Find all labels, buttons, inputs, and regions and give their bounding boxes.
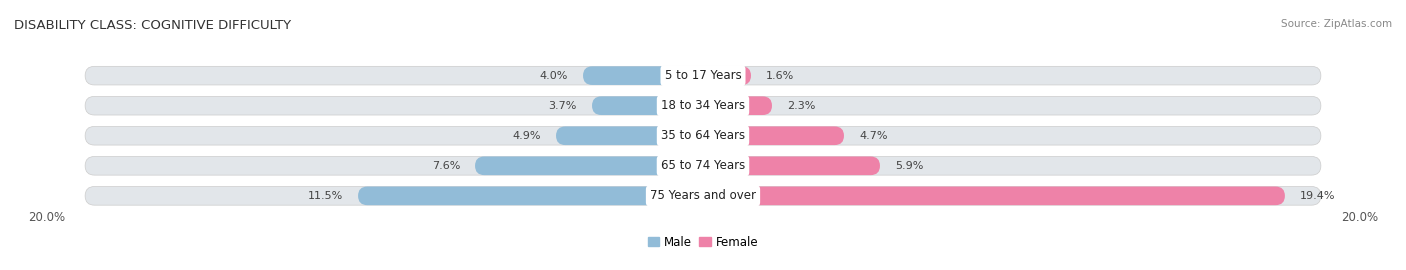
Text: 65 to 74 Years: 65 to 74 Years (661, 159, 745, 172)
Text: 2.3%: 2.3% (787, 101, 815, 111)
Text: 3.7%: 3.7% (548, 101, 576, 111)
Text: 7.6%: 7.6% (432, 161, 460, 171)
Text: DISABILITY CLASS: COGNITIVE DIFFICULTY: DISABILITY CLASS: COGNITIVE DIFFICULTY (14, 19, 291, 32)
FancyBboxPatch shape (703, 66, 751, 85)
FancyBboxPatch shape (86, 96, 1320, 115)
Text: 20.0%: 20.0% (28, 211, 65, 224)
Text: 19.4%: 19.4% (1301, 191, 1336, 201)
Text: 75 Years and over: 75 Years and over (650, 189, 756, 202)
FancyBboxPatch shape (86, 157, 1320, 175)
FancyBboxPatch shape (475, 157, 703, 175)
FancyBboxPatch shape (592, 96, 703, 115)
FancyBboxPatch shape (86, 66, 1320, 85)
FancyBboxPatch shape (703, 126, 844, 145)
Text: 35 to 64 Years: 35 to 64 Years (661, 129, 745, 142)
FancyBboxPatch shape (555, 126, 703, 145)
Text: 4.0%: 4.0% (540, 71, 568, 81)
FancyBboxPatch shape (583, 66, 703, 85)
Legend: Male, Female: Male, Female (643, 231, 763, 254)
Text: 1.6%: 1.6% (766, 71, 794, 81)
FancyBboxPatch shape (703, 157, 880, 175)
Text: 20.0%: 20.0% (1341, 211, 1378, 224)
FancyBboxPatch shape (359, 187, 703, 205)
Text: 4.7%: 4.7% (859, 131, 887, 141)
FancyBboxPatch shape (86, 126, 1320, 145)
FancyBboxPatch shape (703, 96, 772, 115)
Text: 5.9%: 5.9% (896, 161, 924, 171)
FancyBboxPatch shape (703, 187, 1285, 205)
Text: 11.5%: 11.5% (308, 191, 343, 201)
Text: 18 to 34 Years: 18 to 34 Years (661, 99, 745, 112)
Text: 4.9%: 4.9% (513, 131, 541, 141)
Text: 5 to 17 Years: 5 to 17 Years (665, 69, 741, 82)
FancyBboxPatch shape (86, 187, 1320, 205)
Text: Source: ZipAtlas.com: Source: ZipAtlas.com (1281, 19, 1392, 29)
